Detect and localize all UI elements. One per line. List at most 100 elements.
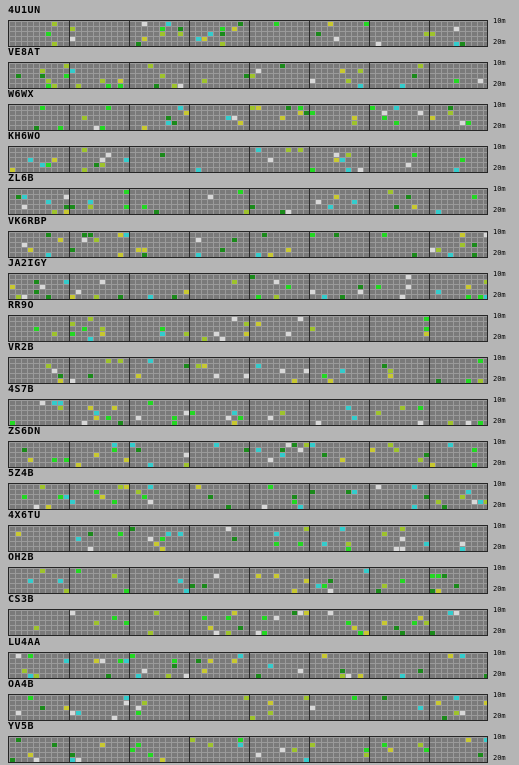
- band-label-10m: 10m: [493, 606, 506, 615]
- activity-cell: [130, 653, 135, 658]
- hour-divider: [369, 147, 370, 173]
- hour-divider: [429, 399, 430, 425]
- activity-cell: [268, 710, 273, 715]
- hour-divider: [129, 63, 130, 89]
- hour-divider: [369, 610, 370, 636]
- activity-cell: [238, 653, 243, 658]
- hour-divider: [369, 568, 370, 594]
- activity-cell: [400, 84, 405, 89]
- activity-cell: [316, 584, 321, 589]
- hour-divider: [249, 231, 250, 257]
- activity-cell: [322, 294, 327, 299]
- activity-cell: [280, 453, 285, 457]
- hour-divider: [309, 105, 310, 131]
- hour-divider: [129, 105, 130, 131]
- hour-divider: [129, 231, 130, 257]
- activity-cell: [430, 574, 435, 579]
- activity-cell: [70, 378, 75, 383]
- hour-divider: [69, 736, 70, 762]
- activity-cell: [238, 121, 243, 126]
- activity-cell: [268, 415, 273, 420]
- activity-cell: [58, 237, 63, 242]
- hour-divider: [129, 273, 130, 299]
- activity-cell: [178, 532, 183, 537]
- hour-divider: [249, 21, 250, 46]
- activity-cell: [124, 700, 129, 705]
- activity-cell: [352, 200, 357, 205]
- activity-cell: [448, 420, 453, 425]
- station-callsign: JA2IGY: [8, 257, 48, 269]
- activity-cell: [94, 621, 99, 626]
- activity-cell: [172, 663, 177, 668]
- activity-cell: [304, 527, 309, 532]
- activity-cell: [250, 205, 255, 210]
- activity-cell: [484, 500, 487, 505]
- activity-cell: [130, 747, 135, 752]
- activity-cell: [406, 163, 411, 168]
- activity-cell: [226, 631, 231, 636]
- activity-cell: [304, 757, 309, 762]
- activity-cell: [334, 153, 339, 158]
- activity-cell: [436, 378, 441, 383]
- activity-cell: [34, 326, 39, 331]
- activity-cell: [214, 443, 219, 447]
- activity-cell: [94, 490, 99, 495]
- hour-divider: [369, 399, 370, 425]
- band-label-10m: 10m: [493, 17, 506, 25]
- band-label-20m: 20m: [493, 753, 506, 762]
- activity-cell: [472, 195, 477, 200]
- hour-divider: [309, 63, 310, 89]
- hour-divider: [309, 189, 310, 215]
- activity-cell: [172, 121, 177, 126]
- hour-divider: [129, 357, 130, 383]
- hour-divider: [69, 526, 70, 552]
- hour-divider: [249, 147, 250, 173]
- band-label-10m: 10m: [493, 59, 506, 68]
- hour-divider: [249, 652, 250, 678]
- activity-cell: [100, 163, 105, 168]
- activity-cell: [472, 463, 477, 467]
- hour-divider: [129, 189, 130, 215]
- activity-cell: [112, 574, 117, 579]
- activity-cell: [436, 574, 441, 579]
- hour-divider: [249, 442, 250, 467]
- hour-divider: [189, 568, 190, 594]
- activity-cell: [52, 158, 57, 163]
- activity-cell: [412, 621, 417, 626]
- activity-cell: [166, 673, 171, 678]
- activity-cell: [250, 274, 255, 279]
- hour-divider: [189, 526, 190, 552]
- activity-cell: [70, 294, 75, 299]
- activity-cell: [40, 69, 45, 74]
- hour-divider: [189, 105, 190, 131]
- activity-cell: [70, 247, 75, 252]
- activity-cell: [292, 611, 297, 616]
- activity-cell: [118, 84, 123, 89]
- hour-divider: [129, 484, 130, 510]
- activity-cell: [268, 252, 273, 257]
- hour-divider: [249, 315, 250, 341]
- activity-cell: [94, 163, 99, 168]
- activity-cell: [46, 32, 51, 36]
- activity-cell: [232, 279, 237, 284]
- activity-cell: [340, 673, 345, 678]
- hour-divider: [429, 189, 430, 215]
- grid-lines: [9, 357, 487, 383]
- activity-cell: [442, 574, 447, 579]
- activity-cell: [382, 695, 387, 700]
- activity-cell: [100, 495, 105, 500]
- activity-cell: [88, 316, 93, 321]
- activity-cell: [424, 331, 429, 336]
- station-callsign: W6WX: [8, 89, 35, 101]
- activity-cell: [52, 42, 57, 46]
- activity-cell: [280, 448, 285, 452]
- activity-cell: [148, 485, 153, 490]
- activity-cell: [184, 289, 189, 294]
- activity-cell: [400, 537, 405, 542]
- activity-cell: [280, 368, 285, 373]
- activity-cell: [484, 737, 487, 742]
- station-callsign: 4S7B: [8, 383, 35, 395]
- station-row: RR9O 10m 20m: [0, 300, 519, 342]
- activity-cell: [46, 84, 51, 89]
- activity-cell: [136, 448, 141, 452]
